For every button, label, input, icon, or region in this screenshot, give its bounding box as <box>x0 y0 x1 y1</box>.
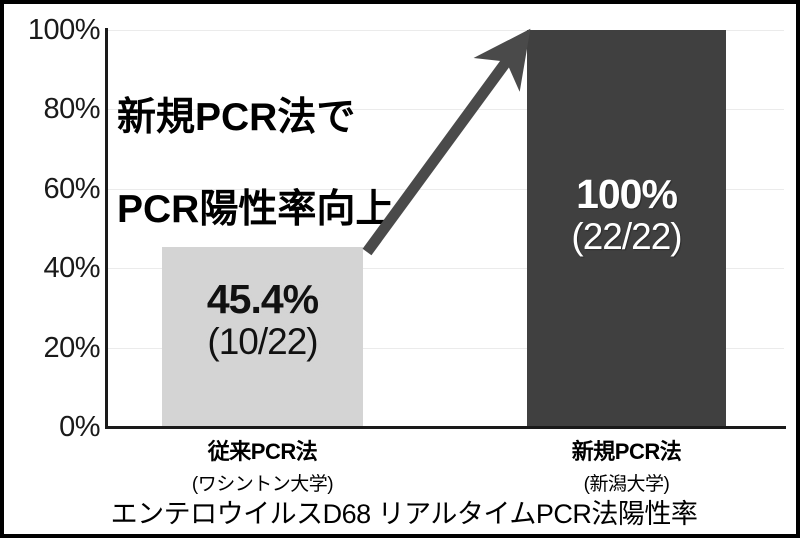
y-tick-20: 20% <box>43 332 100 364</box>
bar-value-conventional: 45.4% (10/22) <box>162 275 363 362</box>
bar-new-pcr[interactable]: 100% (22/22) <box>527 30 726 427</box>
y-tick-40: 40% <box>43 252 100 284</box>
gridline-60 <box>107 188 784 190</box>
y-axis-tick-labels: 100% 80% 60% 40% 20% 0% <box>4 4 101 534</box>
y-tick-100: 100% <box>27 14 101 46</box>
bar-value-main-conventional: 45.4% <box>206 275 319 322</box>
x-category-sub-conventional: (ワシントン大学) <box>191 474 334 495</box>
x-category-main-conventional: 従来PCR法 <box>207 439 318 464</box>
x-category-label-new: 新規PCR法 (新潟大学) <box>527 434 726 496</box>
bar-value-main-new: 100% <box>576 171 678 217</box>
y-tick-80: 80% <box>43 93 100 125</box>
y-tick-0: 0% <box>59 411 100 443</box>
plot-area: 45.4% (10/22) 100% (22/22) <box>107 30 784 427</box>
bar-value-fraction-new: (22/22) <box>571 215 682 257</box>
y-axis-line <box>105 28 108 429</box>
annotation-line-2: PCR陽性率向上 <box>117 188 395 232</box>
gridline-20 <box>107 347 784 349</box>
chart-title: エンテロウイルスD68 リアルタイムPCR法陽性率 <box>110 499 698 529</box>
x-category-label-conventional: 従来PCR法 (ワシントン大学) <box>162 434 363 496</box>
x-category-sub-new: (新潟大学) <box>583 474 670 495</box>
gridline-80 <box>107 109 784 111</box>
x-axis-line <box>105 426 786 429</box>
bar-value-fraction-conventional: (10/22) <box>207 320 318 362</box>
y-tick-60: 60% <box>43 173 100 205</box>
gridline-40 <box>107 268 784 270</box>
gridline-100 <box>107 30 784 31</box>
annotation-callout: 新規PCR法で PCR陽性率向上 <box>117 49 394 233</box>
annotation-line-1: 新規PCR法で <box>117 96 356 140</box>
bar-value-new: 100% (22/22) <box>527 171 726 257</box>
growth-arrow-icon <box>362 28 531 256</box>
bar-conventional-pcr[interactable]: 45.4% (10/22) <box>162 246 363 427</box>
x-category-main-new: 新規PCR法 <box>571 439 682 464</box>
